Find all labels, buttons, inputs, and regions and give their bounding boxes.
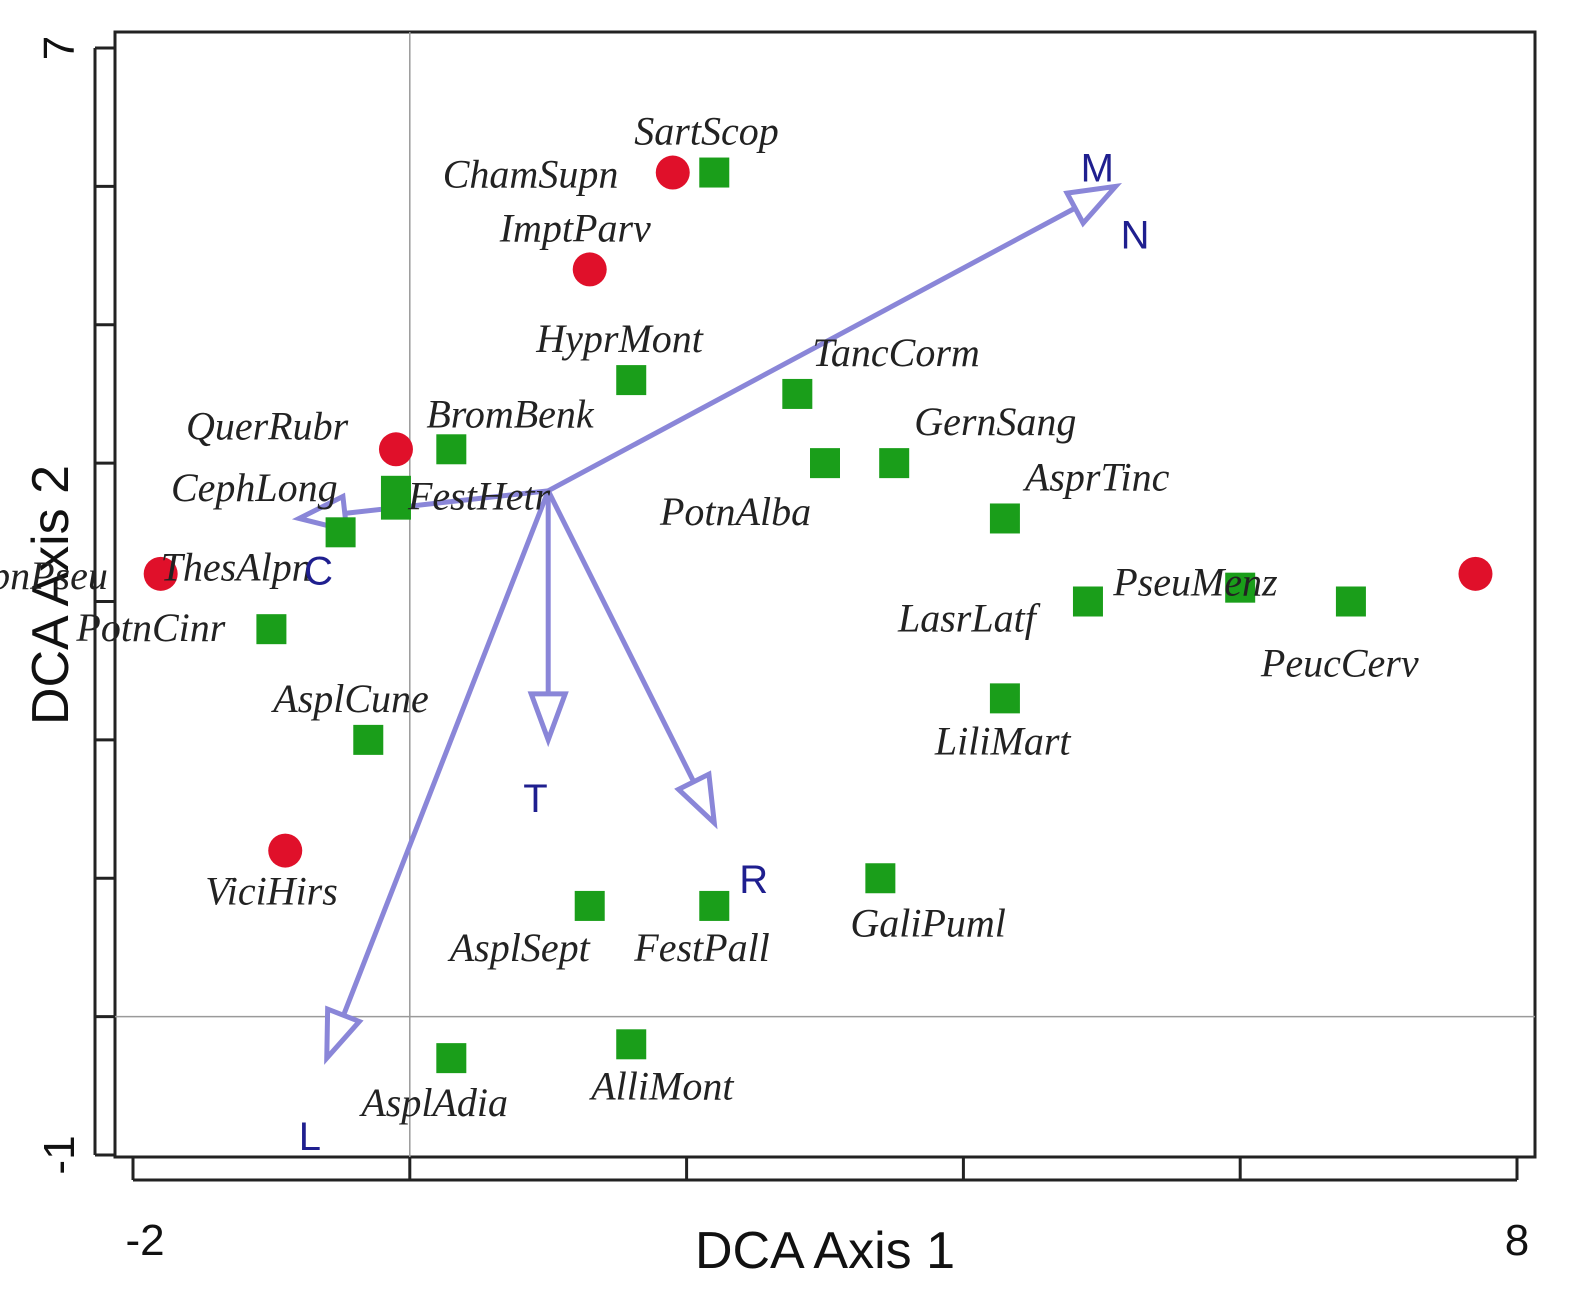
species-square-AsplCune [353, 724, 384, 755]
species-label-AsplCune: AsplCune [270, 676, 429, 721]
invasive-circle-RobnPseu [143, 556, 178, 591]
x-tick-label-max: 8 [1505, 1216, 1529, 1265]
species-square-TancCorm [782, 378, 813, 409]
species-label-FestPall: FestPall [633, 925, 770, 970]
species-label-QuerRubr: QuerRubr [186, 403, 349, 448]
species-label-ThesAlpn: ThesAlpn [161, 544, 312, 589]
species-square-FestPall [699, 890, 730, 921]
vector-shaft-L [341, 489, 551, 1017]
vector-head-R [674, 770, 718, 830]
species-label-AsprTinc: AsprTinc [1022, 454, 1170, 499]
axis-ticks [93, 46, 1519, 1182]
species-square-AlliMont [616, 1029, 647, 1060]
species-square-PseuMenz [1225, 572, 1256, 603]
env-vectors [291, 182, 1122, 1065]
env-label-M: M [1081, 146, 1114, 190]
species-square-LasrLatf [1072, 586, 1103, 617]
invasive-circle-unlabeled [1458, 556, 1493, 591]
vector-shaft-R [545, 489, 696, 783]
species-square-ThesAlpn [325, 517, 356, 548]
species-label-TancCorm: TancCorm [812, 330, 979, 375]
invasive-circle-ImptParv [572, 252, 607, 287]
env-label-L: L [299, 1115, 321, 1159]
vector-head-T [527, 691, 569, 748]
y-tick-label-max: 7 [35, 36, 84, 60]
species-label-LiliMart: LiliMart [934, 718, 1071, 763]
invasive-circle-ChamSupn [655, 155, 690, 190]
species-square-GernSang [879, 448, 910, 479]
species-label-GaliPuml: GaliPuml [850, 900, 1006, 945]
species-square-PotnAlba [810, 448, 840, 479]
species-square-AsplAdia [436, 1043, 467, 1074]
species-square-AsprTinc [989, 503, 1020, 534]
species-label-PeucCerv: PeucCerv [1260, 641, 1419, 686]
species-square-PotnCinr [256, 614, 287, 645]
species-points [143, 155, 1493, 1074]
species-label-PotnCinr: PotnCinr [75, 605, 225, 650]
vector-shaft-M [547, 205, 1077, 494]
species-label-ImptParv: ImptParv [499, 205, 651, 250]
vector-shaft-C [344, 488, 549, 516]
species-label-ViciHirs: ViciHirs [205, 869, 338, 914]
species-label-PotnAlba: PotnAlba [659, 489, 811, 534]
species-square-BromBenk [436, 434, 467, 465]
vector-head-L [324, 1005, 364, 1065]
species-square-GaliPuml [865, 863, 896, 894]
y-axis-title: DCA Axis 2 [22, 465, 80, 725]
species-label-BromBenk: BromBenk [426, 391, 595, 436]
species-label-AlliMont: AlliMont [588, 1063, 734, 1108]
species-square-LiliMart [989, 683, 1020, 714]
species-square-HyprMont [616, 365, 647, 396]
env-label-N: N [1121, 213, 1150, 257]
vector-head-M [1063, 182, 1122, 228]
plot-frame [113, 30, 1537, 1159]
env-label-C: C [304, 549, 333, 593]
species-square-FestHetr [380, 489, 411, 520]
species-label-ChamSupn: ChamSupn [443, 152, 619, 197]
y-tick-label-min: -1 [35, 1135, 84, 1174]
x-axis-title: DCA Axis 1 [695, 1222, 955, 1280]
species-label-HyprMont: HyprMont [535, 316, 704, 361]
invasive-circle-ViciHirs [268, 833, 303, 868]
env-label-T: T [523, 777, 547, 821]
species-square-SartScop [699, 157, 730, 188]
species-label-SartScop: SartScop [634, 109, 778, 154]
species-label-RobnPseu: RobnPseu [0, 553, 108, 598]
species-label-CephLong: CephLong [171, 465, 338, 510]
env-label-R: R [739, 858, 768, 902]
x-tick-label-min: -2 [125, 1216, 164, 1265]
species-square-PeucCerv [1335, 586, 1366, 617]
species-label-GernSang: GernSang [914, 399, 1076, 444]
species-label-AsplSept: AsplSept [447, 925, 591, 970]
species-label-PseuMenz: PseuMenz [1112, 560, 1278, 605]
invasive-circle-QuerRubr [378, 432, 413, 467]
species-label-LasrLatf: LasrLatf [897, 596, 1041, 641]
species-label-AsplAdia: AsplAdia [358, 1080, 508, 1125]
point-labels: SartScop HyprMont TancCorm BromBenk GernSang… [0, 109, 1419, 1160]
species-label-FestHetr: FestHetr [407, 474, 551, 519]
species-square-AsplSept [574, 890, 605, 921]
